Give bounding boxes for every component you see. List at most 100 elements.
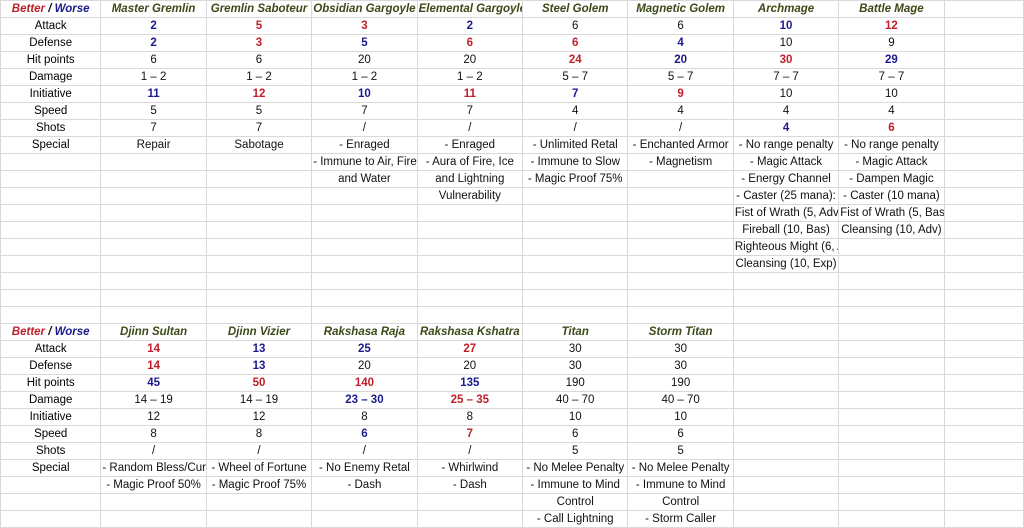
stat-value: 7 [416,425,524,443]
stat-value: 7 [311,102,418,120]
special-text [205,493,313,511]
stat-label-blank [0,221,102,239]
stat-label-hit-points: Hit points [0,51,102,69]
column-header-master-gremlin[interactable]: Master Gremlin [100,0,207,18]
stat-value: 4 [732,102,840,120]
column-header-rakshasa-kshatra[interactable]: Rakshasa Kshatra [416,323,524,341]
filler-cell [943,391,1024,409]
stat-label-blank [0,153,102,171]
special-text: - Enchanted Armor [627,136,734,154]
special-row: Vulnerability - Caster (25 mana): - Caster… [0,187,1024,205]
special-text [416,255,524,273]
special-row-first: Special- Random Bless/Curse- Wheel of Fo… [0,459,1024,477]
special-text [311,493,418,511]
special-row: and Water and Lightning - Magic Proof 75% -… [0,170,1024,188]
table-2-header-row: Better / Worse Djinn Sultan Djinn Vizier Ra… [0,323,1024,341]
special-text: - Random Bless/Curse [100,459,207,477]
special-text [732,493,840,511]
column-header-elemental-gargoyle[interactable]: Elemental Gargoyle [416,0,524,18]
empty-cell [838,306,945,324]
stat-value: 6 [627,17,734,35]
stat-value: 7 – 7 [838,68,945,86]
stat-value [838,442,945,460]
special-text: - Immune to Mind [522,476,629,494]
stat-label-special: Special [0,136,102,154]
stat-value [838,408,945,426]
stat-value: 6 [416,34,524,52]
special-text: - Enraged [416,136,524,154]
stat-value: 20 [311,357,418,375]
filler-cell [943,17,1024,35]
column-header-titan[interactable]: Titan [522,323,629,341]
special-text [838,510,945,528]
special-row: - Call Lightning - Storm Caller [0,510,1024,528]
stat-value: 23 – 30 [311,391,418,409]
filler-cell [943,476,1024,494]
special-text [522,221,629,239]
special-text: - Aura of Fire, Ice [416,153,524,171]
special-text [100,493,207,511]
column-header-obsidian-gargoyle[interactable]: Obsidian Gargoyle [311,0,418,18]
empty-cell [100,306,207,324]
column-header-rakshasa-raja[interactable]: Rakshasa Raja [311,323,418,341]
special-text: - Immune to Slow [522,153,629,171]
filler-cell [943,255,1024,273]
special-row: Fireball (10, Bas) Cleansing (10, Adv) [0,221,1024,239]
special-text [522,238,629,256]
stat-value: 140 [311,374,418,392]
special-text: - Magic Proof 75% [205,476,313,494]
stat-value: 20 [627,51,734,69]
special-text: - No range penalty [838,136,945,154]
stat-label-blank [0,170,102,188]
column-header-steel-golem[interactable]: Steel Golem [522,0,629,18]
special-text [838,238,945,256]
special-text [732,272,840,290]
stat-value: 13 [205,340,313,358]
special-row: Control Control [0,493,1024,511]
special-text: - Magic Proof 50% [100,476,207,494]
stat-row-attack: Attack 2 5 3 2 6 6 10 12 [0,17,1024,35]
special-text [416,204,524,222]
stat-label-damage: Damage [0,391,102,409]
stat-value: / [311,442,418,460]
stat-label-damage: Damage [0,68,102,86]
special-text: - Magic Attack [732,153,840,171]
filler-cell [943,68,1024,86]
empty-cell [416,306,524,324]
special-text: - Magic Proof 75% [522,170,629,188]
column-header-battle-mage[interactable]: Battle Mage [838,0,945,18]
special-text: - Immune to Air, Fire [311,153,418,171]
stat-value: 4 [732,119,840,137]
filler-cell [943,51,1024,69]
column-header-magnetic-golem[interactable]: Magnetic Golem [627,0,734,18]
column-header-archmage[interactable]: Archmage [732,0,840,18]
stat-value: 12 [838,17,945,35]
stat-value: 1 – 2 [416,68,524,86]
stat-row-damage: Damage 14 – 19 14 – 19 23 – 30 25 – 35 40 – 7… [0,391,1024,409]
empty-cell [205,306,313,324]
stat-value [732,442,840,460]
stat-value: 24 [522,51,629,69]
column-header-djinn-vizier[interactable]: Djinn Vizier [205,323,313,341]
empty-cell [732,289,840,307]
stat-value: 20 [311,51,418,69]
stat-value: / [416,119,524,137]
special-text [522,187,629,205]
stat-value [732,408,840,426]
stat-label-blank [0,476,102,494]
special-text [838,476,945,494]
stat-value: 14 – 19 [100,391,207,409]
stat-label-initiative: Initiative [0,408,102,426]
special-text [100,510,207,528]
special-text [100,204,207,222]
special-text [100,255,207,273]
special-text [522,272,629,290]
stat-value: 10 [732,17,840,35]
column-header-storm-titan[interactable]: Storm Titan [627,323,734,341]
filler-cell [943,119,1024,137]
column-header-gremlin-saboteur[interactable]: Gremlin Saboteur [205,0,313,18]
stat-value: / [522,119,629,137]
special-text [416,238,524,256]
column-header-djinn-sultan[interactable]: Djinn Sultan [100,323,207,341]
empty-cell [838,289,945,307]
